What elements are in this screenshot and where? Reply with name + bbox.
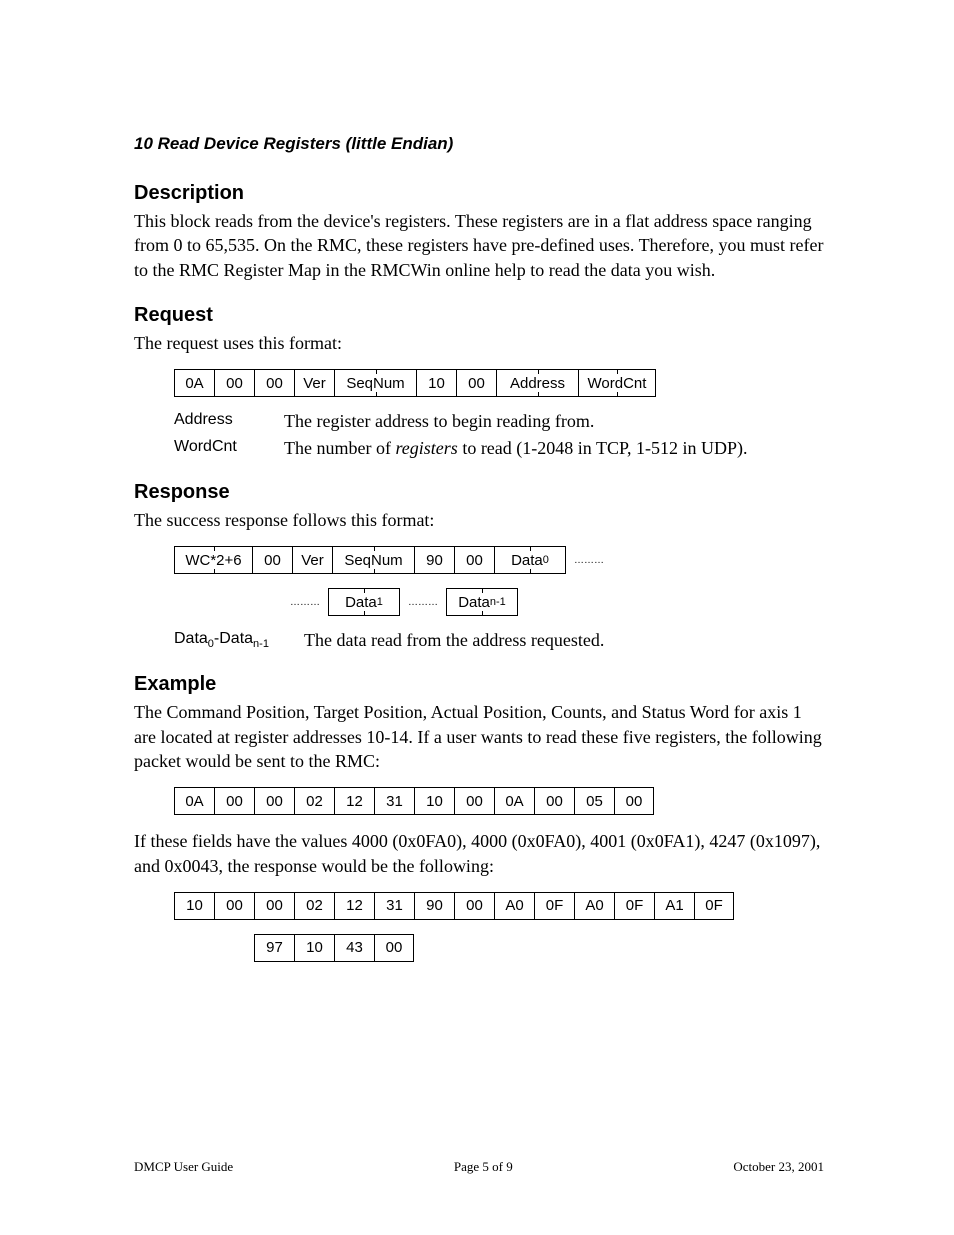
document-page: 10 Read Device Registers (little Endian)…	[0, 0, 954, 1235]
response-intro: The success response follows this format…	[134, 508, 824, 532]
packet-cell: 00	[534, 787, 574, 815]
def-desc: The data read from the address requested…	[304, 630, 604, 651]
example-resp-row2: 97 10 43 00	[174, 934, 824, 962]
packet-cell: 43	[334, 934, 374, 962]
ellipsis-icon: ………	[400, 597, 446, 608]
example-resp-row1: 10 00 00 02 12 31 90 00 A0 0F A0 0F A1 0…	[174, 892, 824, 920]
packet-cell: 05	[574, 787, 614, 815]
packet-cell: 00	[214, 369, 254, 397]
packet-cell: WordCnt	[578, 369, 656, 397]
packet-cell: 0A	[174, 787, 214, 815]
packet-cell: 10	[294, 934, 334, 962]
packet-cell: Address	[496, 369, 578, 397]
example-para1: The Command Position, Target Position, A…	[134, 700, 824, 773]
example-para2: If these fields have the values 4000 (0x…	[134, 829, 824, 878]
packet-cell: Ver	[294, 369, 334, 397]
description-heading: Description	[134, 182, 824, 205]
packet-cell: 0F	[534, 892, 574, 920]
packet-cell: 12	[334, 787, 374, 815]
packet-cell: 12	[334, 892, 374, 920]
packet-cell: 0F	[694, 892, 734, 920]
packet-cell: 00	[252, 546, 292, 574]
def-row: WordCnt The number of registers to read …	[174, 438, 824, 459]
ellipsis-icon: ………	[282, 597, 328, 608]
response-def: Data0-Datan-1 The data read from the add…	[174, 630, 824, 651]
def-desc: The register address to begin reading fr…	[284, 411, 824, 432]
packet-cell: 0F	[614, 892, 654, 920]
packet-cell: 00	[254, 787, 294, 815]
packet-cell: Data0	[494, 546, 566, 574]
packet-cell: SeqNum	[332, 546, 414, 574]
packet-cell: 10	[416, 369, 456, 397]
ellipsis-icon: ………	[566, 555, 612, 566]
packet-cell: 31	[374, 787, 414, 815]
packet-cell: 00	[454, 892, 494, 920]
packet-cell: 0A	[494, 787, 534, 815]
request-intro: The request uses this format:	[134, 331, 824, 355]
def-term: WordCnt	[174, 438, 284, 459]
footer-center: Page 5 of 9	[454, 1159, 513, 1175]
footer-right: October 23, 2001	[733, 1159, 824, 1175]
packet-cell: 00	[254, 892, 294, 920]
packet-cell: Data1	[328, 588, 400, 616]
packet-cell: A1	[654, 892, 694, 920]
packet-cell: 00	[454, 546, 494, 574]
packet-cell: 00	[614, 787, 654, 815]
def-term: Address	[174, 411, 284, 432]
def-row: Address The register address to begin re…	[174, 411, 824, 432]
packet-cell: 10	[174, 892, 214, 920]
packet-cell: 10	[414, 787, 454, 815]
packet-cell: A0	[574, 892, 614, 920]
packet-cell: 97	[254, 934, 294, 962]
description-text: This block reads from the device's regis…	[134, 209, 824, 282]
packet-cell: 31	[374, 892, 414, 920]
packet-cell: 0A	[174, 369, 214, 397]
packet-cell: 02	[294, 892, 334, 920]
response-packet-row2: ……… Data1 ……… Datan-1	[174, 588, 824, 616]
page-footer: DMCP User Guide Page 5 of 9 October 23, …	[134, 1159, 824, 1175]
packet-cell: SeqNum	[334, 369, 416, 397]
def-desc: The number of registers to read (1-2048 …	[284, 438, 824, 459]
packet-cell: Datan-1	[446, 588, 518, 616]
packet-cell: 00	[374, 934, 414, 962]
packet-cell: 00	[456, 369, 496, 397]
def-term: Data0-Datan-1	[174, 630, 304, 651]
response-packet-row1: WC*2+6 00 Ver SeqNum 90 00 Data0 ………	[174, 546, 824, 574]
packet-cell: 00	[454, 787, 494, 815]
request-packet: 0A 00 00 Ver SeqNum 10 00 Address WordCn…	[174, 369, 824, 397]
packet-cell: 00	[254, 369, 294, 397]
response-heading: Response	[134, 481, 824, 504]
request-defs: Address The register address to begin re…	[174, 411, 824, 459]
packet-cell: 90	[414, 546, 454, 574]
packet-cell: A0	[494, 892, 534, 920]
packet-cell: Ver	[292, 546, 332, 574]
packet-cell: WC*2+6	[174, 546, 252, 574]
packet-cell: 00	[214, 787, 254, 815]
request-heading: Request	[134, 304, 824, 327]
packet-cell: 02	[294, 787, 334, 815]
example-sent-packet: 0A 00 00 02 12 31 10 00 0A 00 05 00	[174, 787, 824, 815]
packet-cell: 00	[214, 892, 254, 920]
section-title: 10 Read Device Registers (little Endian)	[134, 134, 824, 154]
example-heading: Example	[134, 673, 824, 696]
footer-left: DMCP User Guide	[134, 1159, 233, 1175]
packet-cell: 90	[414, 892, 454, 920]
